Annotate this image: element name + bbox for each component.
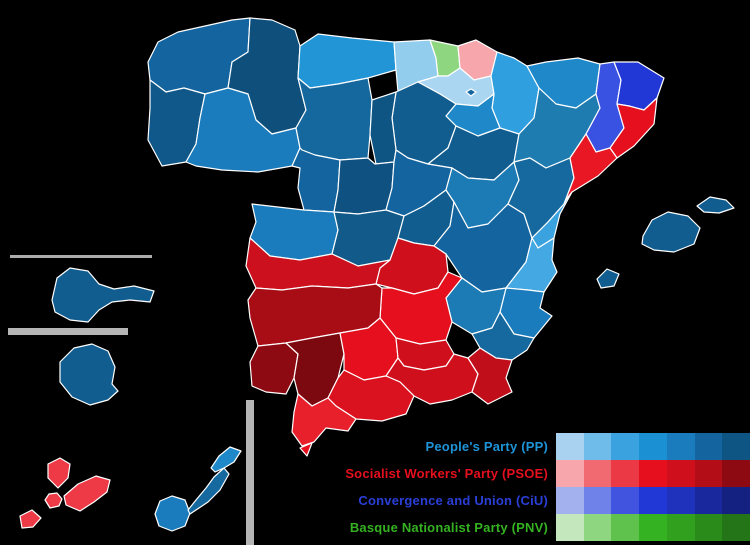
legend-row-ciu: Convergence and Union (CiU) <box>0 487 750 514</box>
legend-swatch-ciu <box>694 487 723 514</box>
province-huelva <box>249 342 299 395</box>
province-mallorca <box>641 211 701 253</box>
legend-row-pp: People's Party (PP) <box>0 433 750 460</box>
inset-divider-top <box>10 255 152 258</box>
legend-swatch-pp <box>722 433 750 460</box>
province-asturias <box>297 33 397 89</box>
province-trevino <box>465 88 477 97</box>
legend-swatch-ciu <box>666 487 695 514</box>
legend-swatch-psoe <box>583 460 612 487</box>
legend-label-pnv: Basque Nationalist Party (PNV) <box>349 520 548 535</box>
legend-row-psoe: Socialist Workers' Party (PSOE) <box>0 460 750 487</box>
legend-swatch-pnv <box>583 514 612 541</box>
province-inset_island_south <box>59 343 119 406</box>
legend-swatch-pnv <box>694 514 723 541</box>
province-almeria <box>467 347 513 405</box>
province-fuerteventura <box>187 467 230 515</box>
legend-scale-psoe <box>556 460 750 487</box>
legend-label-pp: People's Party (PP) <box>425 439 548 454</box>
province-lanzarote <box>210 446 242 473</box>
legend-swatch-psoe <box>611 460 640 487</box>
province-palencia <box>369 91 397 165</box>
province-jaen <box>395 337 455 371</box>
province-valladolid <box>333 157 395 215</box>
legend-scale-pnv <box>556 514 750 541</box>
legend-scale-ciu <box>556 487 750 514</box>
province-menorca <box>696 196 735 214</box>
province-murcia <box>471 311 535 361</box>
province-leon <box>295 77 373 161</box>
legend-label-psoe: Socialist Workers' Party (PSOE) <box>345 466 548 481</box>
legend-swatch-pnv <box>639 514 667 541</box>
canary-inset-divider <box>246 400 254 545</box>
legend-swatch-pp <box>556 433 584 460</box>
province-el_hierro <box>19 509 42 529</box>
legend-swatch-pp <box>583 433 612 460</box>
province-la_gomera <box>44 492 63 509</box>
legend-swatch-ciu <box>639 487 667 514</box>
legend-swatch-psoe <box>722 460 750 487</box>
legend-swatch-pnv <box>722 514 750 541</box>
legend-swatch-psoe <box>639 460 667 487</box>
province-tenerife <box>63 475 111 512</box>
legend-swatch-pnv <box>666 514 695 541</box>
province-ibiza <box>596 268 620 289</box>
province-inset_island_north <box>51 267 155 323</box>
province-barcelona <box>609 97 658 159</box>
legend-swatch-ciu <box>722 487 750 514</box>
legend-swatch-psoe <box>666 460 695 487</box>
legend-swatch-pnv <box>611 514 640 541</box>
province-cadiz <box>291 393 357 447</box>
legend-swatch-pp <box>694 433 723 460</box>
legend-swatch-psoe <box>694 460 723 487</box>
legend-swatch-ciu <box>583 487 612 514</box>
province-tarragona <box>563 133 618 205</box>
inset-divider-middle <box>8 328 128 335</box>
legend-swatch-psoe <box>556 460 584 487</box>
legend-label-ciu: Convergence and Union (CiU) <box>358 493 548 508</box>
legend-swatch-ciu <box>556 487 584 514</box>
legend-swatch-pp <box>666 433 695 460</box>
legend-swatch-pp <box>639 433 667 460</box>
legend-row-pnv: Basque Nationalist Party (PNV) <box>0 514 750 541</box>
province-la_palma <box>47 457 71 489</box>
legend-swatch-pnv <box>556 514 584 541</box>
legend-swatch-pp <box>611 433 640 460</box>
province-ceuta <box>299 442 313 457</box>
legend-scale-pp <box>556 433 750 460</box>
legend: People's Party (PP) Socialist Workers' P… <box>0 433 750 541</box>
legend-swatch-ciu <box>611 487 640 514</box>
